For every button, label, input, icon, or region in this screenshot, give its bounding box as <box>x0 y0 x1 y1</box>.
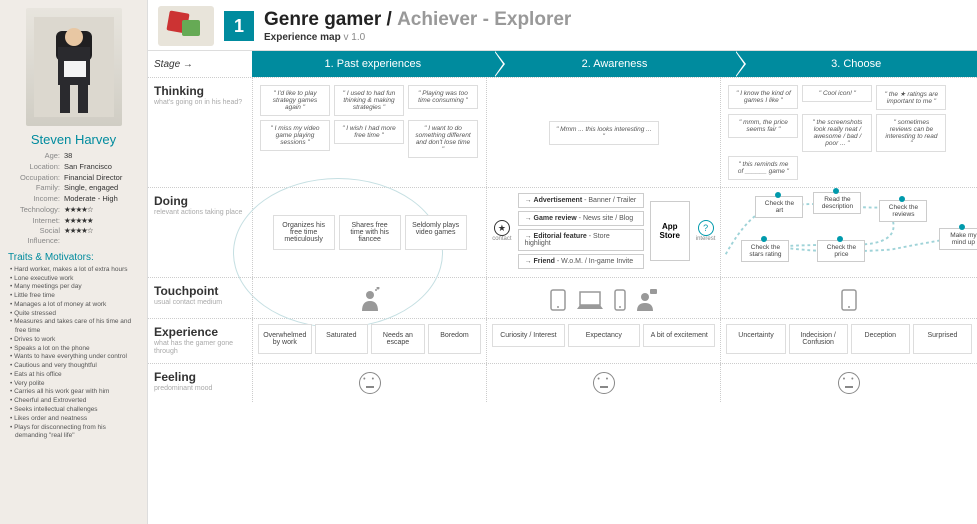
trait-item: Hard worker, makes a lot of extra hours <box>8 266 139 275</box>
stage-col-1: 1. Past experiences <box>252 51 494 77</box>
persona-attrs: Age:38Location:San FranciscoOccupation:F… <box>8 151 139 246</box>
trait-item: Drives to work <box>8 336 139 345</box>
thought-quote: " Playing was too time consuming " <box>408 85 478 109</box>
attr-row: Internet:★★★★★ <box>8 216 139 226</box>
experience-box: A bit of excitement <box>643 324 715 347</box>
experience-box: Curiosity / Interest <box>492 324 564 347</box>
thought-quote: " I know the kind of games I like " <box>728 85 798 109</box>
experience-box: Indecision / Confusion <box>789 324 848 354</box>
trait-item: Plays for disconnecting from his demandi… <box>8 424 139 442</box>
face-neutral-icon <box>838 372 860 394</box>
traits-heading: Traits & Motivators: <box>8 252 139 263</box>
attr-row: Occupation:Financial Director <box>8 173 139 183</box>
avatar <box>26 8 122 126</box>
doing-channel: → Friend - W.o.M. / In-game Invite <box>518 254 644 269</box>
logo-icon <box>158 6 214 46</box>
doing-box: Seldomly plays video games <box>405 215 467 250</box>
attr-row: Social Influence:★★★★☆ <box>8 226 139 246</box>
face-neutral-icon <box>593 372 615 394</box>
contact-star-icon: ★ <box>494 220 510 236</box>
persona-sidebar: Steven Harvey Age:38Location:San Francis… <box>0 0 148 524</box>
doing-channel: → Game review - News site / Blog <box>518 211 644 226</box>
attr-row: Income:Moderate - High <box>8 194 139 204</box>
decision-node: Check the reviews <box>879 200 927 222</box>
experience-box: Deception <box>851 324 910 354</box>
tablet-icon <box>550 289 566 313</box>
attr-row: Location:San Francisco <box>8 162 139 172</box>
decision-node: Check the art <box>755 196 803 218</box>
experience-map-grid: Stage → 1. Past experiences 2. Awareness… <box>148 50 977 524</box>
thought-quote: " I miss my video game playing sessions … <box>260 120 330 151</box>
decision-node: Check the price <box>817 240 865 262</box>
main-area: 1 Genre gamer / Achiever - Explorer Expe… <box>148 0 977 524</box>
stage-col-3: 3. Choose <box>735 51 977 77</box>
trait-item: Quite stressed <box>8 310 139 319</box>
stage-header-row: Stage → 1. Past experiences 2. Awareness… <box>148 51 977 77</box>
trait-item: Manages a lot of money at work <box>8 301 139 310</box>
face-neutral-icon <box>359 372 381 394</box>
thought-quote: " I wish I had more free time " <box>334 120 404 144</box>
thought-quote: " Cool icon! " <box>802 85 872 102</box>
thinking-row: Thinkingwhat's going on in his head? " I… <box>148 77 977 187</box>
thought-quote: " the screenshots look really neat / awe… <box>802 114 872 152</box>
person-speak-icon <box>636 287 658 313</box>
laptop-icon <box>576 291 604 313</box>
thought-quote: " I'd like to play strategy games again … <box>260 85 330 116</box>
persona-name: Steven Harvey <box>8 132 139 147</box>
trait-item: Wants to have everything under control <box>8 353 139 362</box>
trait-item: Speaks a lot on the phone <box>8 345 139 354</box>
doing-box: Shares free time with his fiancee <box>339 215 401 250</box>
stage-col-2: 2. Awareness <box>494 51 736 77</box>
trait-item: Seeks intellectual challenges <box>8 406 139 415</box>
doing-box: Organizes his free time meticulously <box>273 215 335 250</box>
trait-item: Likes order and neatness <box>8 415 139 424</box>
trait-item: Cautious and very thoughtful <box>8 362 139 371</box>
trait-item: Very polite <box>8 380 139 389</box>
decision-node: Make my mind up <box>939 228 977 250</box>
interest-question-icon: ? <box>698 220 714 236</box>
experience-box: Boredom <box>428 324 482 354</box>
phone-icon <box>614 289 626 313</box>
experience-box: Needs an escape <box>371 324 425 354</box>
app-store-box: App Store <box>650 201 690 261</box>
thought-quote: " sometimes reviews can be interesting t… <box>876 114 946 152</box>
decision-node: Check the stars rating <box>741 240 789 262</box>
attr-row: Technology:★★★★☆ <box>8 205 139 215</box>
trait-item: Many meetings per day <box>8 283 139 292</box>
doing-channel: → Editorial feature - Store highlight <box>518 229 644 251</box>
thought-quote: " mmm, the price seems fair " <box>728 114 798 138</box>
person-think-icon <box>359 287 381 313</box>
header: 1 Genre gamer / Achiever - Explorer Expe… <box>148 0 977 50</box>
traits-list: Hard worker, makes a lot of extra hoursL… <box>8 266 139 441</box>
trait-item: Measures and takes care of his time and … <box>8 318 139 336</box>
thought-quote: " Mmm ... this looks interesting ... " <box>549 121 659 145</box>
stage-label: Stage → <box>148 51 252 77</box>
stage-number-badge: 1 <box>224 11 254 41</box>
touchpoint-row: Touchpointusual contact medium <box>148 277 977 318</box>
attr-row: Family:Single, engaged <box>8 183 139 193</box>
doing-row: Doingrelevant actions taking place Organ… <box>148 187 977 277</box>
trait-item: Carries all his work gear with him <box>8 388 139 397</box>
experience-box: Uncertainty <box>726 324 785 354</box>
decision-node: Read the description <box>813 192 861 214</box>
experience-box: Overwhelmed by work <box>258 324 312 354</box>
doing-channel: → Advertisement - Banner / Trailer <box>518 193 644 208</box>
thought-quote: " I want to do something different and d… <box>408 120 478 158</box>
experience-box: Saturated <box>315 324 369 354</box>
experience-box: Surprised <box>913 324 972 354</box>
trait-item: Lone executive work <box>8 275 139 284</box>
trait-item: Cheerful and Extroverted <box>8 397 139 406</box>
thought-quote: " this reminds me of ______ game " <box>728 156 798 180</box>
page-subtitle: Experience map v 1.0 <box>264 32 571 43</box>
experience-box: Expectancy <box>568 324 640 347</box>
attr-row: Age:38 <box>8 151 139 161</box>
feeling-row: Feelingpredominant mood <box>148 363 977 402</box>
experience-row: Experiencewhat has the gamer gone throug… <box>148 318 977 363</box>
tablet-icon <box>841 289 857 313</box>
trait-item: Little free time <box>8 292 139 301</box>
page-title: Genre gamer / Achiever - Explorer <box>264 9 571 31</box>
trait-item: Eats at his office <box>8 371 139 380</box>
thought-quote: " I used to had fun thinking & making st… <box>334 85 404 116</box>
thought-quote: " the ★ ratings are important to me " <box>876 85 946 110</box>
